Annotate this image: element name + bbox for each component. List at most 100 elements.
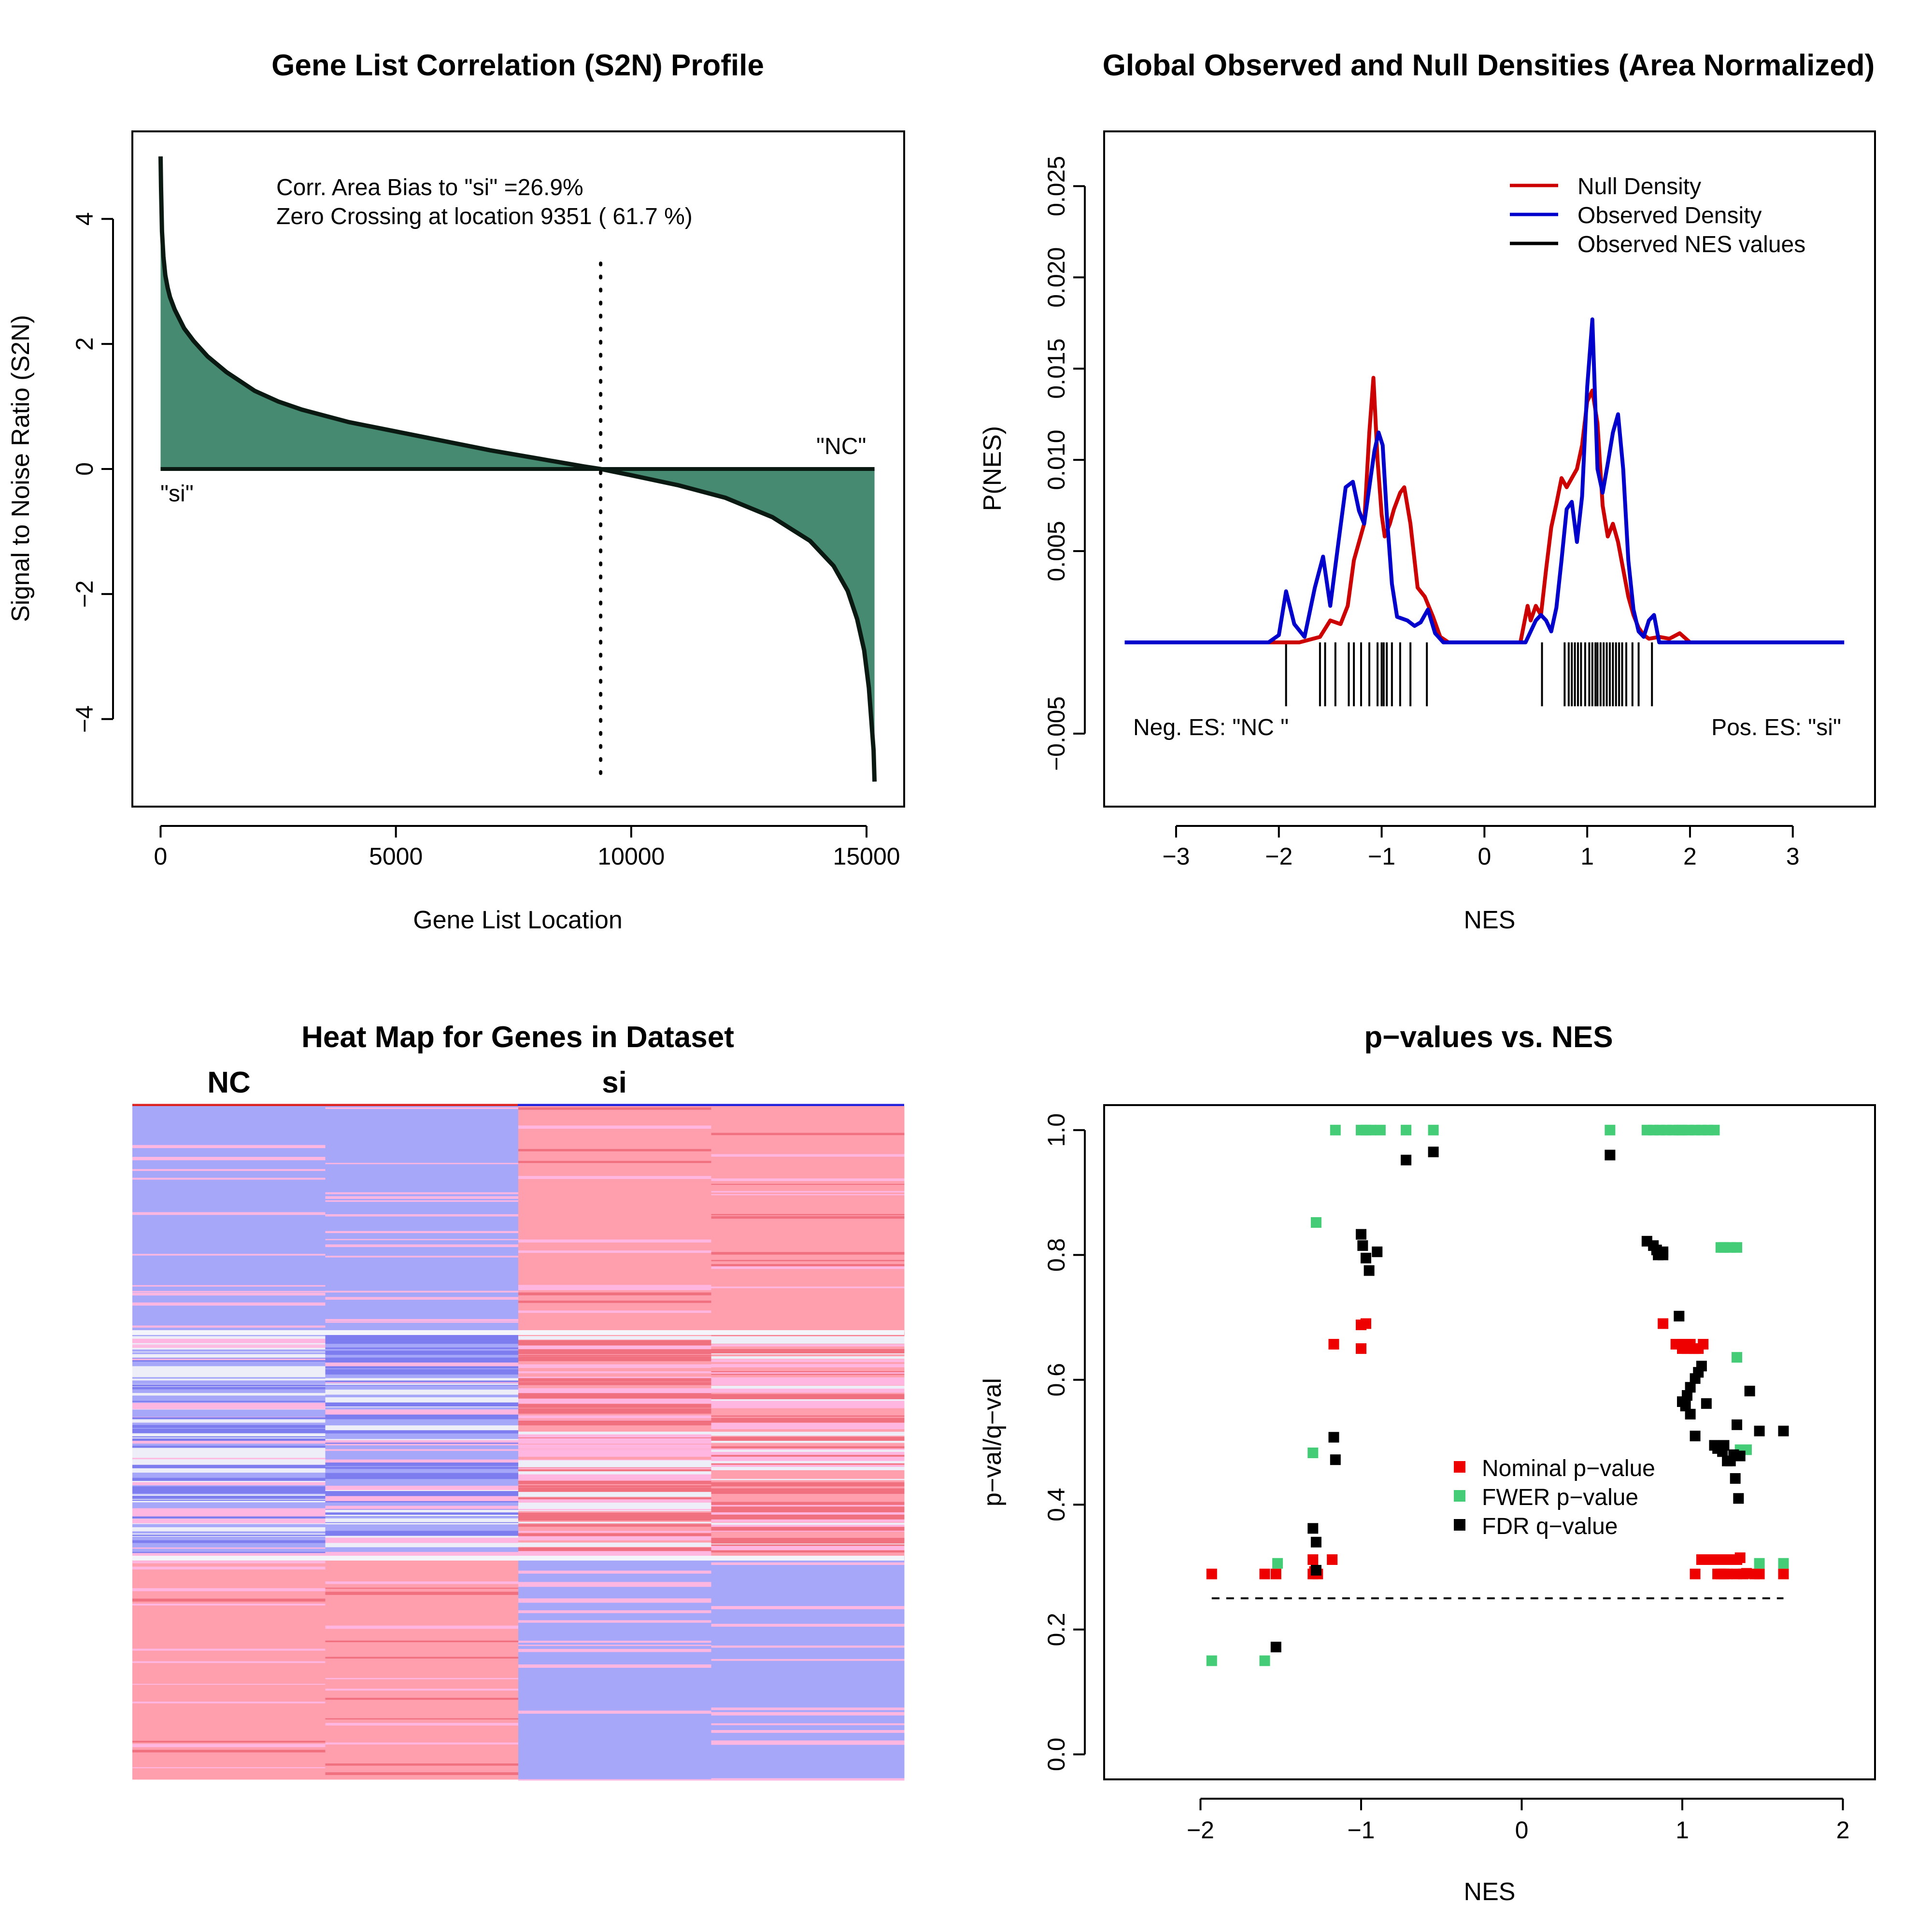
heatmap-stripe <box>518 1107 711 1109</box>
fdr-q-point <box>1428 1146 1439 1157</box>
heatmap-stripe <box>325 1370 519 1375</box>
heatmap-stripe <box>518 1610 711 1613</box>
pvalues-y-tick-label: 1.0 <box>1043 1113 1070 1147</box>
heatmap-stripe <box>518 1542 711 1547</box>
heatmap-stripe <box>132 1335 326 1336</box>
heatmap-stripe <box>518 1469 711 1473</box>
heatmap-stripe <box>518 1285 711 1289</box>
heatmap-stripe <box>132 1741 326 1743</box>
fdr-q-point <box>1310 1564 1321 1576</box>
nominal-p-point <box>1206 1568 1217 1579</box>
heatmap-stripe <box>325 1518 519 1522</box>
heatmap-stripe <box>518 1512 711 1516</box>
s2n-annotation-bias: Corr. Area Bias to "si" =26.9% <box>276 175 583 200</box>
heatmap-stripe <box>132 1502 326 1507</box>
pvalues-plot-frame <box>1103 1104 1876 1780</box>
heatmap-stripe <box>518 1108 711 1110</box>
heatmap-cells <box>132 1106 905 1781</box>
heatmap-stripe <box>711 1380 905 1385</box>
heatmap-stripe <box>711 1184 905 1185</box>
heatmap-stripe <box>518 1432 711 1435</box>
heatmap-stripe <box>518 1420 711 1424</box>
heatmap-cell-block <box>518 1106 711 1332</box>
fwer-p-point <box>1272 1558 1283 1569</box>
heatmap-stripe <box>132 1403 326 1406</box>
heatmap-stripe <box>518 1477 711 1479</box>
fdr-q-point <box>1364 1265 1375 1276</box>
s2n-y-tick-label: 0 <box>71 462 98 476</box>
heatmap-stripe <box>711 1364 905 1367</box>
heatmap-stripe <box>711 1482 905 1485</box>
legend-fwer-swatch <box>1454 1490 1465 1502</box>
heatmap-stripe <box>325 1383 519 1385</box>
fwer-p-point <box>1330 1124 1341 1136</box>
heatmap-stripe <box>518 1444 711 1449</box>
heatmap-stripe <box>132 1767 326 1768</box>
heatmap-stripe <box>711 1550 905 1553</box>
heatmap-stripe <box>325 1297 519 1300</box>
heatmap-stripe <box>711 1502 905 1505</box>
fdr-q-point <box>1357 1240 1368 1251</box>
fdr-q-point <box>1732 1419 1743 1430</box>
heatmap-stripe <box>325 1763 519 1766</box>
heatmap-stripe <box>518 1509 711 1510</box>
heatmap-cell-block <box>132 1106 326 1332</box>
heatmap-stripe <box>518 1310 711 1313</box>
heatmap-stripe <box>132 1701 326 1704</box>
heatmap-stripe <box>518 1464 711 1467</box>
fwer-p-point <box>1732 1352 1743 1363</box>
heatmap-stripe <box>132 1553 326 1558</box>
fdr-q-point <box>1696 1361 1707 1372</box>
heatmap-stripe <box>325 1291 519 1293</box>
heatmap-stripe <box>518 1533 711 1537</box>
density-x-tick-label: 0 <box>1477 843 1491 870</box>
heatmap-stripe <box>132 1510 326 1515</box>
heatmap-stripe <box>711 1436 905 1441</box>
heatmap-stripe <box>518 1292 711 1295</box>
heatmap-stripe <box>132 1344 326 1346</box>
heatmap-stripe <box>132 1476 326 1480</box>
heatmap-stripe <box>132 1291 326 1293</box>
heatmap-stripe <box>711 1446 905 1449</box>
heatmap-stripe <box>518 1506 711 1511</box>
heatmap-stripe <box>518 1404 711 1407</box>
nominal-p-point <box>1327 1554 1338 1565</box>
fwer-p-point <box>1375 1124 1386 1136</box>
heatmap-stripe <box>325 1537 519 1543</box>
density-plot: −3 −2 −1 0 1 2 3 −0.005 0.005 0.010 0.015 0.020 0.02… <box>1043 156 1845 870</box>
heatmap-stripe <box>518 1125 711 1129</box>
pvalues-y-tick-label: 0.4 <box>1043 1488 1070 1522</box>
heatmap-stripe <box>325 1493 519 1498</box>
heatmap-stripe <box>325 1319 519 1321</box>
density-x-tick-label: 3 <box>1786 843 1800 870</box>
heatmap-stripe <box>711 1343 905 1347</box>
s2n-y-tick-label: 4 <box>71 212 98 226</box>
density-corner-left: Neg. ES: "NC " <box>1133 715 1289 740</box>
heatmap-stripe <box>132 1157 326 1159</box>
heatmap-group-label-si: si <box>602 1066 627 1099</box>
fwer-p-point <box>1310 1217 1321 1228</box>
heatmap-stripe <box>325 1351 519 1355</box>
heatmap-stripe <box>711 1505 905 1506</box>
heatmap-stripe <box>518 1382 711 1385</box>
heatmap-stripe <box>518 1485 711 1488</box>
heatmap-stripe <box>518 1487 711 1492</box>
heatmap-stripe <box>132 1399 326 1401</box>
heatmap-stripe <box>325 1397 519 1403</box>
heatmap-stripe <box>132 1159 326 1161</box>
density-title: Global Observed and Null Densities (Area… <box>1103 49 1875 82</box>
heatmap-stripe <box>132 1384 326 1387</box>
heatmap-stripe <box>132 1346 326 1348</box>
heatmap-stripe <box>325 1723 519 1726</box>
heatmap-stripe <box>325 1369 519 1371</box>
nominal-p-point <box>1698 1339 1709 1350</box>
heatmap-stripe <box>132 1540 326 1543</box>
fwer-p-point <box>1778 1558 1789 1569</box>
heatmap-stripe <box>132 1648 326 1651</box>
heatmap-stripe <box>518 1648 711 1652</box>
heatmap-stripe <box>518 1355 711 1358</box>
heatmap-stripe <box>325 1347 519 1350</box>
heatmap-stripe <box>711 1778 905 1781</box>
heatmap-stripe <box>518 1287 711 1290</box>
heatmap-stripe <box>132 1380 326 1384</box>
